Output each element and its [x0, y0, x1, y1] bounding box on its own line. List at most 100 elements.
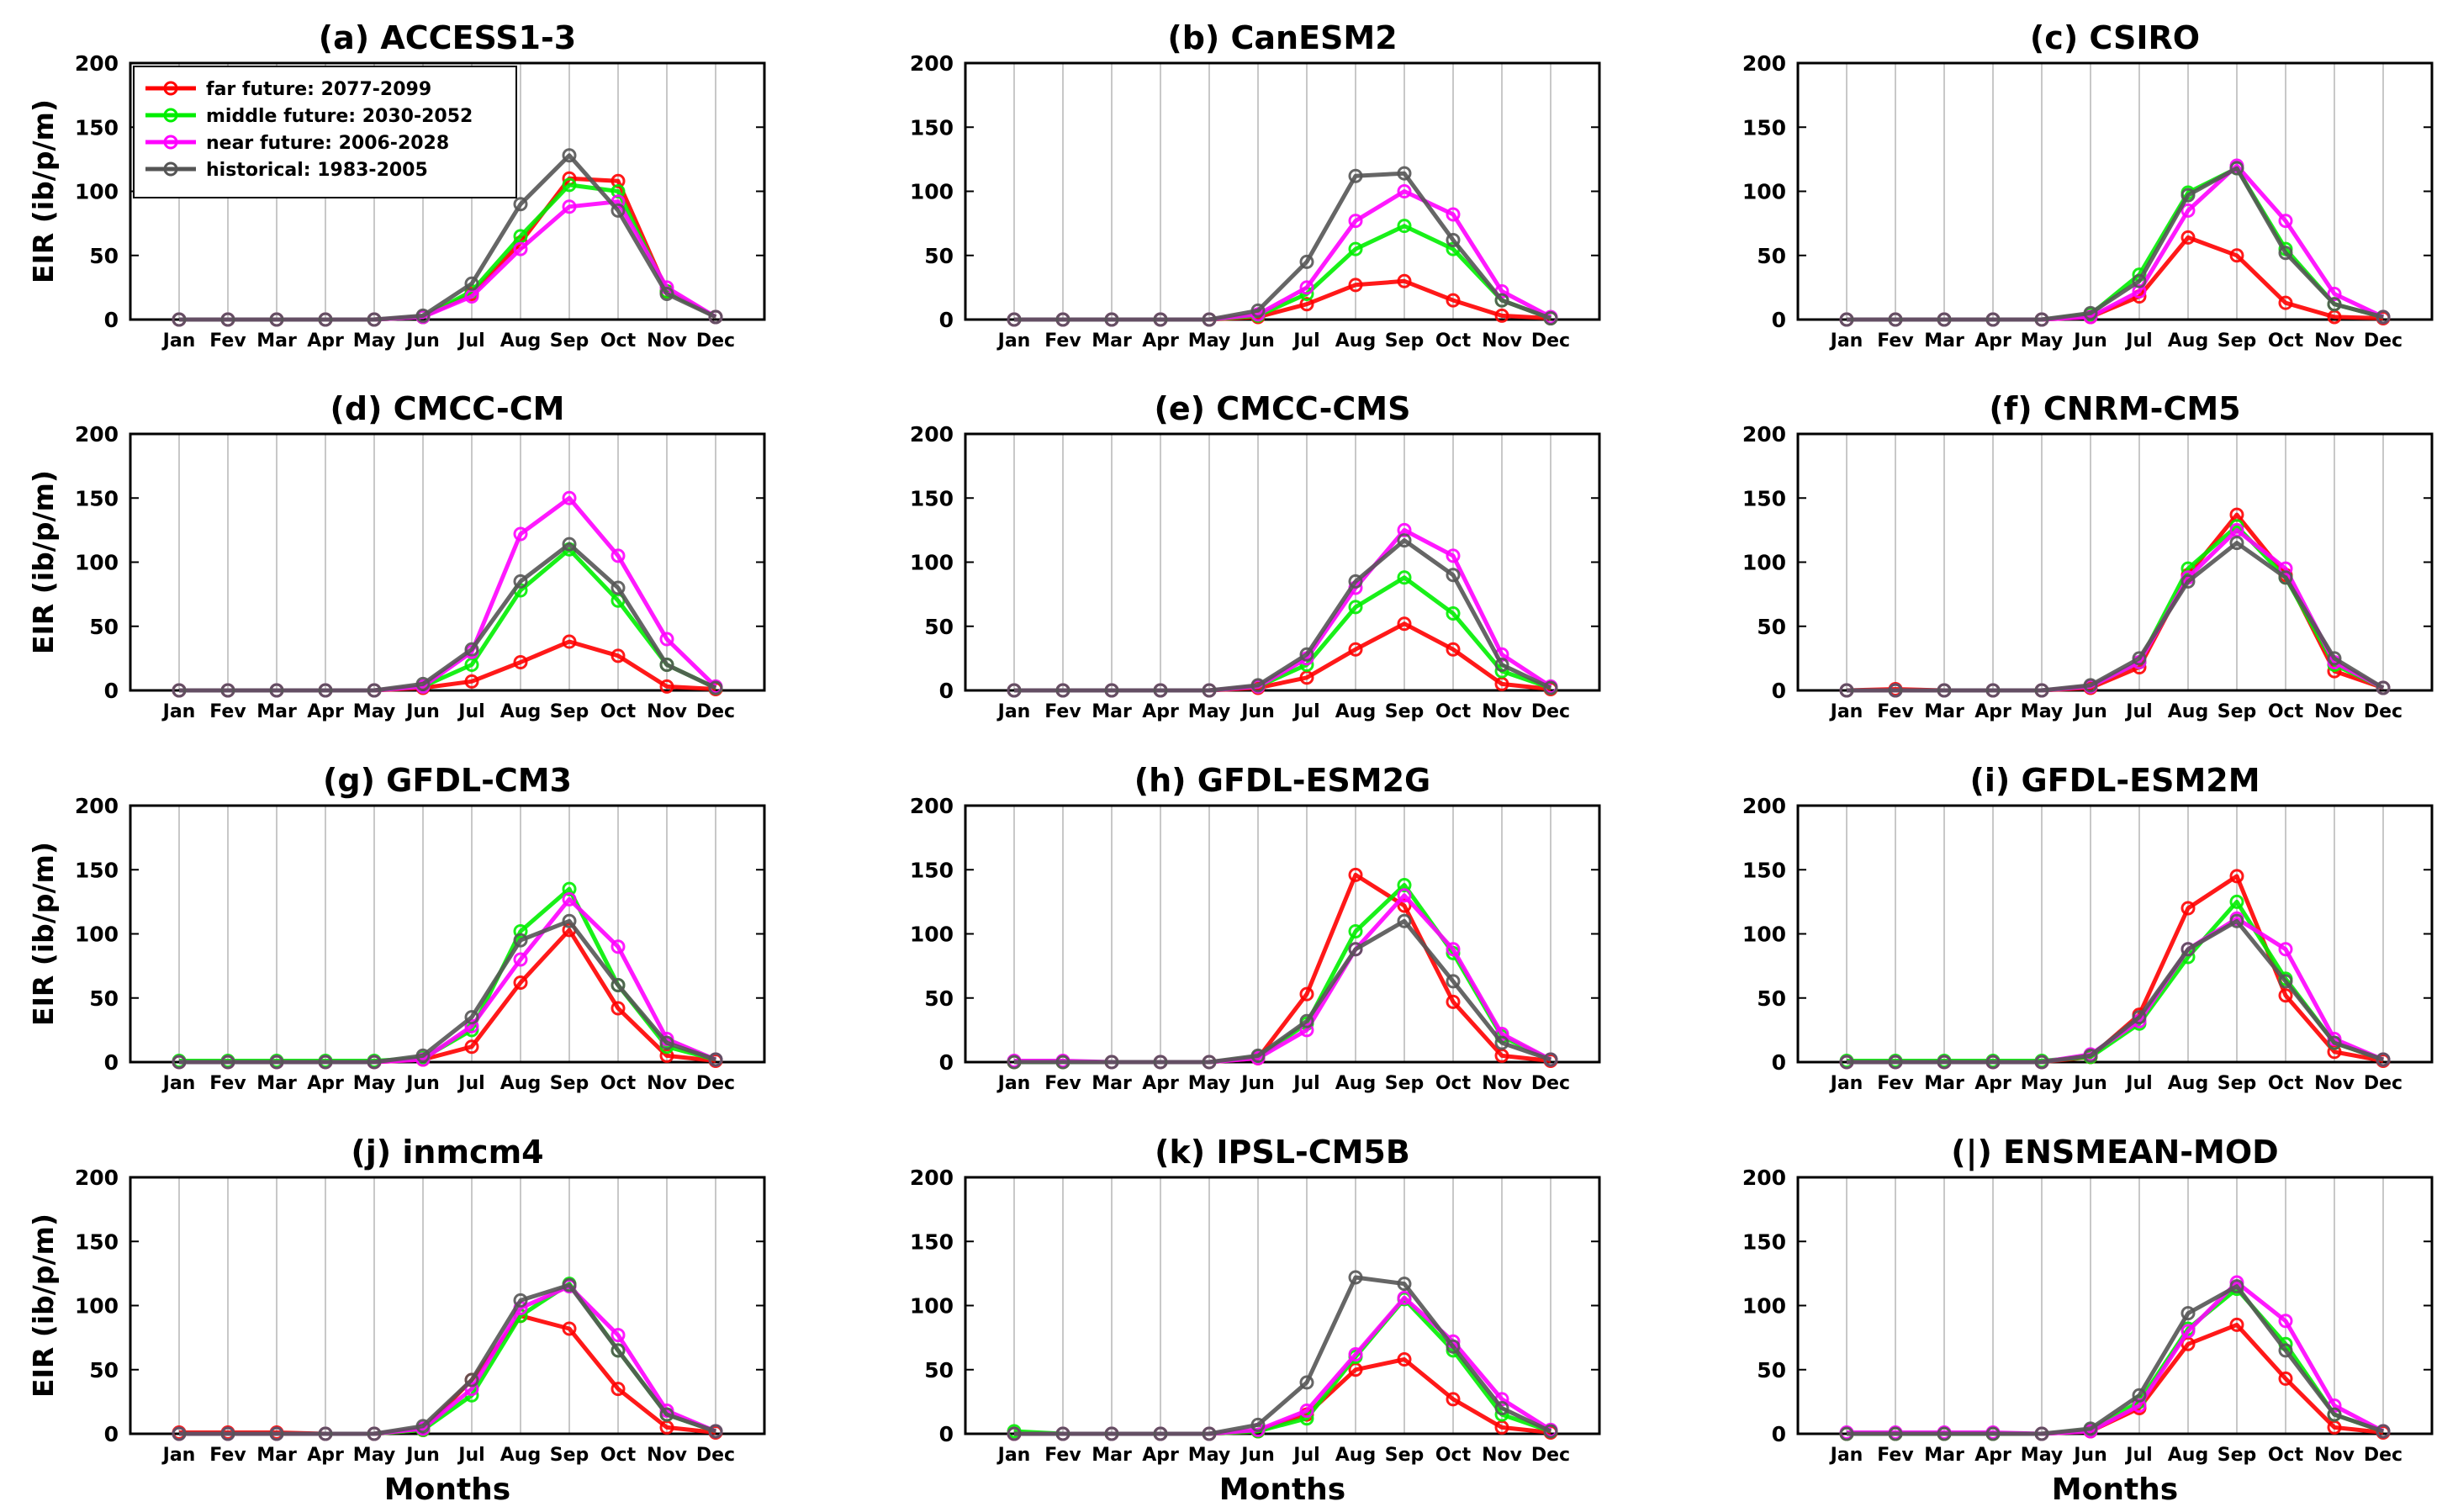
y-tick-label: 50	[924, 244, 954, 268]
x-tick-label: Nov	[2314, 701, 2355, 722]
data-point	[1397, 522, 1412, 537]
plot-frame	[129, 804, 766, 1064]
data-point	[1494, 308, 1509, 323]
data-point	[611, 978, 626, 992]
data-point	[1446, 568, 1461, 583]
x-tick-label: Dec	[2364, 1445, 2402, 1466]
data-point	[2083, 678, 2098, 693]
data-point	[464, 674, 479, 689]
x-tick-label: Aug	[500, 1445, 541, 1466]
x-tick-label: Nov	[647, 1445, 688, 1466]
data-point	[611, 648, 626, 663]
y-axis-label: EIR (ib/p/m)	[27, 1213, 60, 1398]
x-tick-label: Fev	[1044, 1445, 1081, 1466]
data-point	[1446, 642, 1461, 657]
data-point	[2180, 901, 2196, 916]
data-point	[269, 1055, 284, 1070]
x-tick-label: Aug	[500, 330, 541, 352]
data-point	[513, 526, 528, 542]
data-point	[2327, 297, 2342, 312]
data-point	[1007, 312, 1022, 327]
x-tick-label: Aug	[500, 1073, 541, 1094]
data-point	[1397, 166, 1412, 181]
data-point	[464, 1039, 479, 1055]
y-tick-label: 150	[75, 115, 119, 140]
x-tick-label: Dec	[2364, 330, 2402, 352]
x-tick-label: Aug	[500, 701, 541, 722]
chart-title: (b) CanESM2	[1167, 19, 1397, 56]
data-point	[1888, 1426, 1903, 1441]
x-tick-label: Nov	[647, 701, 688, 722]
data-point	[1446, 974, 1461, 989]
data-point	[367, 1055, 382, 1070]
x-tick-label: Apr	[1974, 1073, 2011, 1094]
x-tick-label: Sep	[550, 1073, 589, 1094]
y-tick-label: 150	[910, 115, 954, 140]
data-point	[2180, 1306, 2196, 1321]
data-point	[513, 933, 528, 948]
series-line	[1847, 541, 2385, 693]
data-point	[1348, 1346, 1363, 1361]
data-point	[2376, 680, 2391, 695]
data-point	[1937, 1426, 1952, 1441]
data-point	[1839, 312, 1854, 327]
x-tick-label: Aug	[2168, 1445, 2208, 1466]
data-point	[2278, 988, 2293, 1003]
y-tick-label: 100	[75, 923, 119, 947]
data-point	[611, 939, 626, 954]
chart-panel: 0 50 100 150 200 Jan Fev Mar Apr May Jun Jul Aug Sep O…	[1742, 1134, 2434, 1507]
x-tick-label: Nov	[2314, 1445, 2355, 1466]
x-tick-label: Nov	[1482, 330, 1523, 352]
series-line	[1014, 918, 1551, 1065]
x-tick-label: Mar	[1092, 1073, 1132, 1094]
data-point	[2229, 536, 2244, 551]
x-tick-label: Aug	[2168, 701, 2208, 722]
data-point	[1202, 312, 1217, 327]
series-line	[1014, 538, 1552, 693]
data-point	[1397, 1277, 1412, 1292]
data-point	[1397, 533, 1412, 548]
x-tick-label: Apr	[1142, 1445, 1179, 1466]
x-tick-label: Mar	[1924, 330, 1964, 352]
x-tick-label: Fev	[1877, 330, 1914, 352]
data-point	[220, 683, 235, 698]
x-tick-label: Fev	[209, 330, 246, 352]
chart-title: (|) ENSMEAN-MOD	[1951, 1134, 2278, 1171]
x-tick-label: Fev	[209, 1073, 246, 1094]
chart-title: (a) ACCESS1-3	[319, 19, 576, 56]
data-point	[2034, 1055, 2049, 1070]
data-point	[2180, 230, 2196, 245]
x-tick-label: Jan	[1829, 701, 1863, 722]
data-point	[708, 1052, 723, 1067]
data-point	[1348, 942, 1363, 957]
data-point	[611, 173, 626, 188]
data-point	[2278, 1314, 2293, 1329]
data-point	[464, 1382, 479, 1397]
x-tick-label: Jan	[161, 701, 196, 722]
x-tick-label: Dec	[1531, 701, 1570, 722]
data-point	[1494, 1401, 1509, 1415]
x-tick-label: Oct	[600, 701, 637, 722]
data-point	[220, 312, 235, 327]
x-tick-label: Dec	[696, 1073, 735, 1094]
y-tick-label: 100	[75, 551, 119, 575]
x-tick-label: Nov	[1482, 1445, 1523, 1466]
data-point	[1348, 867, 1363, 882]
x-tick-label: Fev	[1044, 1073, 1081, 1094]
data-point	[220, 1426, 235, 1441]
data-point	[562, 490, 577, 505]
data-point	[2376, 309, 2391, 325]
data-point	[1299, 297, 1314, 312]
data-point	[1397, 616, 1412, 632]
data-point	[659, 1407, 674, 1422]
x-tick-label: Jan	[1829, 1073, 1863, 1094]
y-tick-label: 200	[75, 1166, 119, 1190]
data-point	[318, 683, 333, 698]
x-tick-label: Jun	[1240, 701, 1275, 722]
x-tick-label: Jul	[457, 1445, 484, 1466]
data-point	[562, 881, 577, 896]
y-tick-label: 200	[910, 1166, 954, 1190]
data-point	[1397, 219, 1412, 234]
x-tick-label: Dec	[1531, 1445, 1570, 1466]
